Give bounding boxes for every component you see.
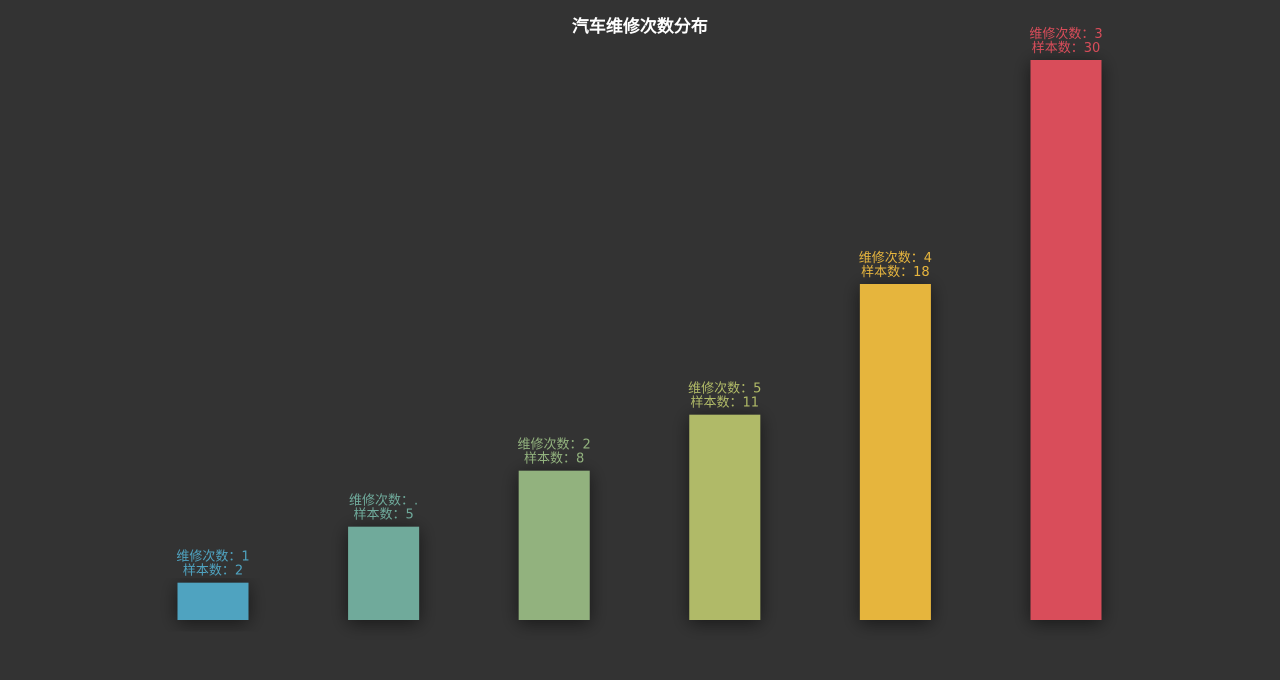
bar-6-label-repairs: 维修次数：3 [1029,26,1102,42]
bar-1-label-repairs: 维修次数：1 [176,549,249,565]
bar-4 [689,414,761,620]
bar-4-label-samples: 样本数：11 [691,396,760,411]
bar-6 [1030,60,1102,620]
bar-2-label-samples: 样本数：5 [353,508,413,523]
bar-3-label-repairs: 维修次数：2 [518,437,591,453]
bar-3-label-samples: 样本数：8 [524,452,584,467]
bar-5-label-repairs: 维修次数：4 [859,250,932,266]
bar-3 [518,470,590,620]
data-labels-group: 维修次数：1样本数：2维修次数：.样本数：5维修次数：2样本数：8维修次数：5样… [176,26,1102,579]
chart-title: 汽车维修次数分布 [572,17,708,37]
bar-2 [348,526,420,620]
bars-group [177,60,1102,620]
bar-1 [177,582,249,620]
bar-6-label-samples: 样本数：30 [1032,41,1101,56]
bar-4-label-repairs: 维修次数：5 [688,381,761,397]
bar-5 [859,284,931,620]
bar-5-label-samples: 样本数：18 [861,265,930,280]
bar-2-label-repairs: 维修次数：. [349,493,418,509]
bar-1-label-samples: 样本数：2 [183,564,243,579]
